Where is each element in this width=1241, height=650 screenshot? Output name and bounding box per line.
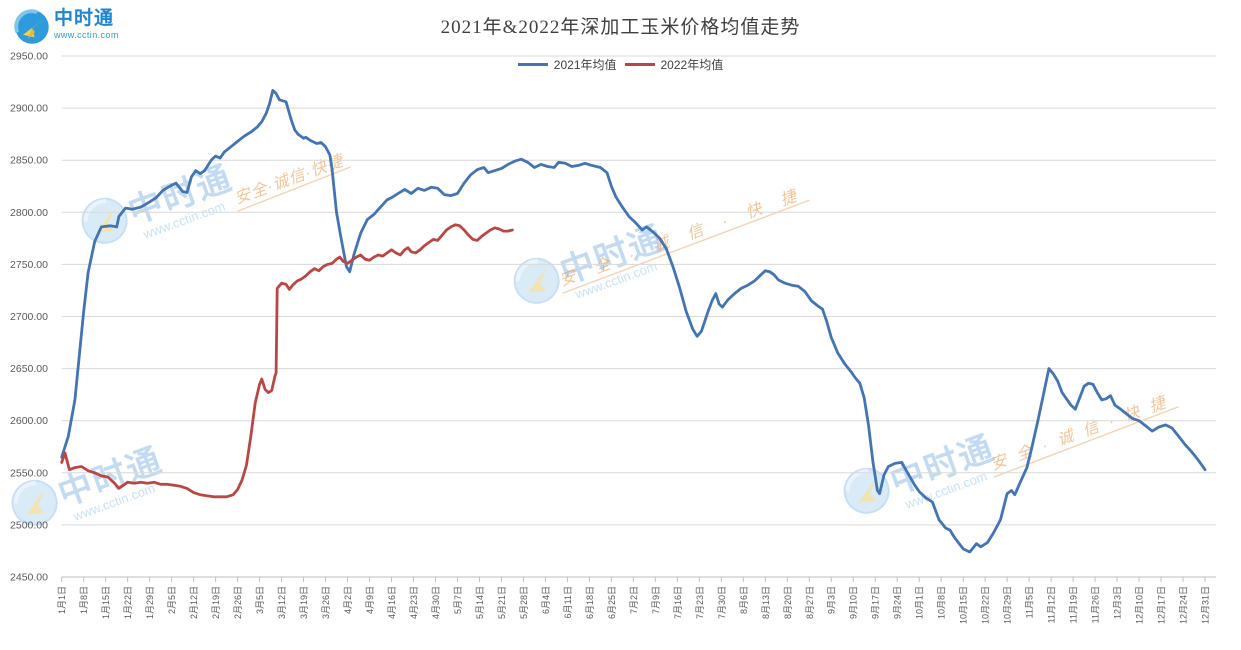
x-axis-tick-label: 6月11日 [563,586,573,618]
x-axis-tick-label: 1月8日 [79,586,89,614]
x-axis-tick-label: 10月8日 [937,586,947,619]
x-axis-tick-label: 4月16日 [387,586,397,619]
y-axis-tick-label: 2650.00 [10,363,48,375]
x-axis-tick-label: 5月21日 [497,586,507,619]
x-axis-tick-label: 8月6日 [739,586,749,614]
brand-url: www.cctin.com [54,30,119,40]
y-axis-tick-label: 2600.00 [10,415,48,427]
x-axis-tick-label: 10月22日 [981,586,991,624]
svg-text:安全·诚信·快捷: 安全·诚信·快捷 [557,180,818,290]
brand-logo-icon [14,9,49,44]
brand-name: 中时通 [54,8,115,29]
x-axis-tick-label: 1月1日 [57,586,67,614]
y-axis-tick-label: 2800.00 [10,207,48,219]
y-axis-tick-label: 2900.00 [10,103,48,115]
x-axis-tick-label: 6月4日 [541,586,551,614]
x-axis-tick-label: 11月12日 [1047,586,1057,623]
y-axis-tick-label: 2700.00 [10,311,48,323]
x-axis-tick-label: 11月19日 [1069,586,1079,623]
slogan-watermark: 安全·诚信·快捷 [557,180,818,294]
x-axis-tick-label: 2月19日 [211,586,221,619]
legend-label-2021: 2021年均值 [553,58,617,72]
x-axis-tick-label: 1月22日 [123,586,133,619]
x-axis-tick-label: 12月17日 [1157,586,1167,624]
x-axis-tick-label: 4月2日 [343,586,353,614]
x-axis-tick-label: 11月26日 [1091,586,1101,623]
brand-logo-text: 中时通 www.cctin.com [54,8,119,41]
x-axis-tick-label: 10月29日 [1003,586,1013,624]
x-axis-tick-label: 9月10日 [849,586,859,619]
x-axis-tick-label: 7月2日 [629,586,639,614]
x-axis-tick-label: 9月3日 [827,586,837,614]
x-axis-tick-label: 7月23日 [695,586,705,619]
x-axis-tick-label: 1月15日 [101,586,111,619]
y-axis-tick-label: 2500.00 [10,519,48,531]
x-axis-tick-label: 4月23日 [409,586,419,619]
chart-title: 2021年&2022年深加工玉米价格均值走势 [440,17,801,38]
y-axis-tick-label: 2550.00 [10,467,48,479]
x-axis-tick-label: 11月5日 [1025,586,1035,618]
series-line-2021 [60,89,1207,554]
x-axis-tick-label: 7月9日 [651,586,661,614]
x-axis-tick-label: 2月5日 [167,586,177,614]
slogan-watermark: 安全·诚信·快捷 [988,390,1179,478]
x-axis-tick-label: 4月30日 [431,586,441,619]
x-axis-tick-label: 5月28日 [519,586,529,619]
x-axis-tick-label: 3月5日 [255,586,265,614]
x-axis-tick-label: 3月12日 [277,586,287,619]
x-axis-tick-label: 12月24日 [1179,586,1189,624]
x-axis-tick-label: 12月31日 [1201,586,1211,624]
x-axis-tick-label: 12月10日 [1135,586,1145,624]
x-axis-tick-label: 10月1日 [915,586,925,619]
x-axis-tick-label: 8月13日 [761,586,771,619]
x-axis-tick-label: 2月26日 [233,586,243,619]
x-axis-tick-label: 6月25日 [607,586,617,619]
y-axis-tick-label: 2850.00 [10,155,48,167]
brand-logo: 中时通 www.cctin.com [14,9,119,45]
legend-swatch-2022 [624,63,655,66]
y-axis-tick-label: 2950.00 [10,51,48,63]
x-axis-tick-label: 3月26日 [321,586,331,619]
x-axis-tick-label: 7月16日 [673,586,683,619]
chart-legend: 2021年均值 2022年均值 [0,56,1241,73]
series-line-2022 [60,223,514,499]
x-axis-tick-label: 3月19日 [299,586,309,619]
y-axis-tick-label: 2450.00 [10,572,48,584]
x-axis-tick-label: 2月12日 [189,586,199,619]
y-axis-tick-label: 2750.00 [10,259,48,271]
legend-label-2022: 2022年均值 [660,58,724,72]
x-axis-tick-label: 4月9日 [365,586,375,614]
x-axis-tick-label: 7月30日 [717,586,727,619]
x-axis-tick-label: 6月18日 [585,586,595,619]
legend-item-2022: 2022年均值 [624,56,724,73]
x-axis-tick-label: 8月20日 [783,586,793,619]
svg-text:安全·诚信·快捷: 安全·诚信·快捷 [988,390,1178,474]
x-axis-tick-label: 12月3日 [1113,586,1123,619]
x-axis-tick-label: 5月14日 [475,586,485,619]
legend-swatch-2021 [517,63,548,66]
x-axis-tick-label: 8月27日 [805,586,815,619]
x-axis-tick-label: 9月17日 [871,586,881,619]
x-axis-tick-label: 9月24日 [893,586,903,619]
x-axis-tick-label: 5月7日 [453,586,463,614]
legend-item-2021: 2021年均值 [517,56,617,73]
x-axis-tick-label: 10月15日 [959,586,969,624]
x-axis-tick-label: 1月29日 [145,586,155,619]
